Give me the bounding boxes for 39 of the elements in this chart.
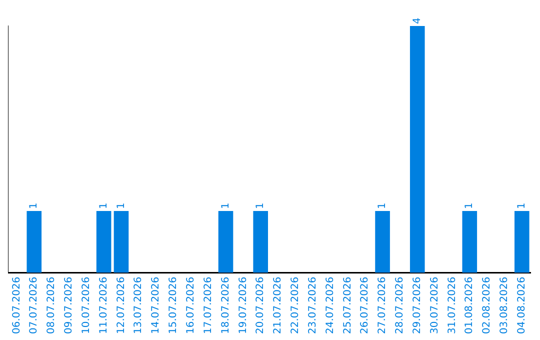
x-tick-label: 30.07.2026 [429, 276, 440, 334]
x-tick-label: 13.07.2026 [133, 276, 144, 334]
x-tick-label: 06.07.2026 [11, 276, 22, 334]
x-tick-label: 28.07.2026 [394, 276, 406, 334]
x-tick-label: 09.07.2026 [64, 276, 75, 334]
data-label: 1 [116, 202, 127, 210]
x-tick-label: 18.07.2026 [220, 276, 232, 334]
x-tick-label: 26.07.2026 [360, 276, 371, 334]
data-label: 1 [377, 202, 388, 210]
x-tick-label: 23.07.2026 [307, 276, 318, 334]
x-tick-label: 17.07.2026 [202, 276, 214, 334]
x-tick-label: 21.07.2026 [272, 276, 284, 334]
x-tick-label: 08.07.2026 [46, 276, 58, 334]
data-label: 1 [516, 202, 528, 210]
x-tick-label: 16.07.2026 [186, 276, 197, 334]
x-tick-label: 24.07.2026 [324, 276, 336, 334]
x-tick-label: 04.08.2026 [516, 276, 528, 334]
data-label: 1 [220, 202, 232, 210]
x-tick-label: 14.07.2026 [150, 276, 162, 334]
x-tick-label: 25.07.2026 [342, 276, 354, 334]
x-tick-label: 19.07.2026 [238, 276, 249, 334]
x-tick-label: 20.07.2026 [255, 276, 266, 334]
x-tick-label: 31.07.2026 [446, 276, 458, 334]
x-tick-label: 03.08.2026 [499, 276, 510, 334]
data-label: 1 [255, 202, 266, 210]
x-tick-label: 02.08.2026 [482, 276, 493, 334]
x-tick-label: 12.07.2026 [116, 276, 127, 334]
data-label: 1 [98, 202, 110, 210]
x-tick-label: 29.07.2026 [412, 276, 423, 334]
x-tick-label: 07.07.2026 [28, 276, 40, 334]
x-tick-label: 22.07.2026 [290, 276, 302, 334]
x-tick-label: 11.07.2026 [98, 276, 110, 334]
data-label: 1 [28, 202, 40, 210]
x-tick-label: 15.07.2026 [168, 276, 180, 334]
data-label: 1 [464, 202, 476, 210]
data-label: 4 [412, 18, 423, 24]
x-tick-label: 27.07.2026 [377, 276, 388, 334]
x-tick-label: 01.08.2026 [464, 276, 476, 334]
x-tick-label: 10.07.2026 [80, 276, 92, 334]
